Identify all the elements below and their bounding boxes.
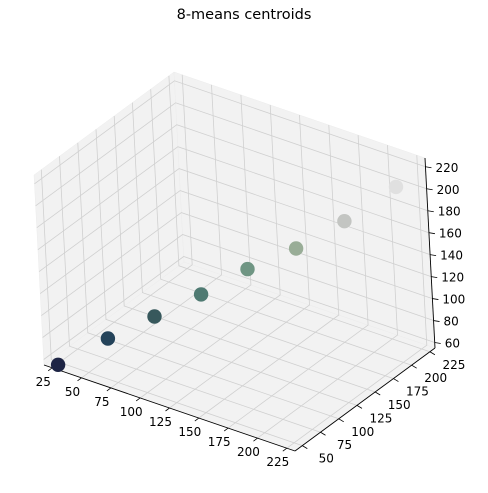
x-tick-label: 75 [94, 395, 109, 409]
z-tick-mark [427, 210, 434, 213]
x-tick-label: 225 [266, 455, 289, 469]
grid-lines [34, 74, 435, 449]
y-tick-mark [338, 418, 344, 423]
x-tick-mark [253, 437, 258, 442]
grid-line-y [150, 89, 412, 366]
grid-line-z [43, 256, 435, 360]
grid-line-z [41, 212, 433, 316]
x-tick-label: 100 [120, 405, 143, 419]
x-tick-mark [223, 427, 229, 432]
centroid-point-2 [100, 331, 116, 346]
grid-line-x [51, 74, 193, 369]
centroid-point-8 [388, 179, 404, 195]
centroid-point-1 [50, 357, 66, 372]
grid-line-y [95, 129, 358, 406]
x-tick-label: 125 [149, 415, 172, 429]
grid-line-z [42, 234, 434, 338]
z-tick-label: 160 [439, 227, 462, 241]
x-tick-label: 200 [237, 445, 260, 459]
grid-line-x [110, 94, 252, 389]
grid-line-x [139, 104, 281, 399]
grid-line-y [77, 142, 339, 420]
x-tick-mark [135, 397, 141, 402]
centroid-point-7 [337, 214, 352, 229]
x-tick-label: 150 [178, 425, 201, 439]
y-tick-label: 175 [406, 385, 429, 399]
grid-line-z [34, 80, 426, 185]
y-tick-mark [302, 445, 308, 449]
centroid-point-3 [147, 309, 162, 324]
x-axis-line [43, 364, 296, 452]
z-tick-label: 100 [442, 293, 465, 307]
data-points [50, 179, 404, 372]
grid-line-x [169, 114, 310, 409]
grid-line-z [39, 190, 432, 294]
grid-line-x [198, 124, 340, 419]
x-tick-label: 50 [65, 385, 80, 399]
y-tick-label: 225 [442, 358, 465, 372]
y-tick-label: 100 [351, 425, 374, 439]
grid-line-y [40, 169, 303, 446]
x-tick-mark [106, 387, 112, 392]
x-tick-mark [194, 417, 200, 422]
x-tick-mark [47, 367, 53, 372]
z-tick-mark [430, 254, 437, 257]
centroid-point-4 [193, 287, 209, 302]
grid-line-x [227, 135, 369, 429]
y-tick-label: 50 [319, 452, 334, 466]
y-tick-mark [375, 391, 381, 396]
y-tick-label: 150 [388, 398, 411, 412]
z-axis-line [424, 157, 436, 349]
y-axis-line [294, 347, 436, 452]
z-tick-label: 180 [438, 205, 461, 219]
grid-line-x [286, 155, 428, 449]
y-tick-mark [393, 378, 399, 382]
y-tick-label: 75 [337, 438, 352, 452]
grid-line-y [59, 156, 321, 433]
y-tick-label: 200 [424, 371, 447, 385]
y-tick-label: 125 [370, 411, 393, 425]
centroid-point-5 [240, 261, 255, 277]
grid-line-z [36, 124, 428, 229]
z-tick-label: 60 [445, 337, 460, 351]
y-tick-mark [320, 431, 326, 436]
x-tick-label: 175 [208, 435, 231, 449]
y-tick-mark [356, 405, 363, 409]
z-tick-mark [433, 320, 440, 322]
grid-line-x [81, 84, 222, 379]
z-tick-mark [425, 166, 432, 169]
z-tick-mark [432, 298, 439, 300]
grid-line-y [132, 102, 394, 379]
chart-title: 8-means centroids [176, 7, 312, 23]
x-tick-label: 25 [36, 375, 51, 389]
z-tick-mark [434, 342, 441, 344]
grid-line-z [37, 146, 430, 251]
grid-line-y [113, 115, 376, 393]
x-tick-mark [165, 407, 170, 412]
x-tick-mark [77, 377, 82, 382]
z-tick-mark [428, 232, 435, 235]
grid-line-x [257, 145, 398, 439]
grid-line-y [168, 75, 431, 353]
z-tick-label: 80 [444, 315, 459, 329]
z-tick-label: 120 [441, 271, 464, 285]
z-tick-label: 220 [435, 161, 458, 175]
y-tick-mark [411, 364, 417, 369]
centroid-point-6 [288, 241, 304, 256]
z-tick-mark [426, 188, 433, 191]
z-tick-mark [431, 276, 438, 279]
grid-line-z [35, 102, 427, 207]
z-tick-label: 200 [437, 183, 460, 197]
x-tick-mark [282, 447, 288, 452]
z-tick-label: 140 [440, 249, 463, 263]
axis-lines [43, 157, 441, 452]
y-tick-mark [429, 351, 436, 356]
